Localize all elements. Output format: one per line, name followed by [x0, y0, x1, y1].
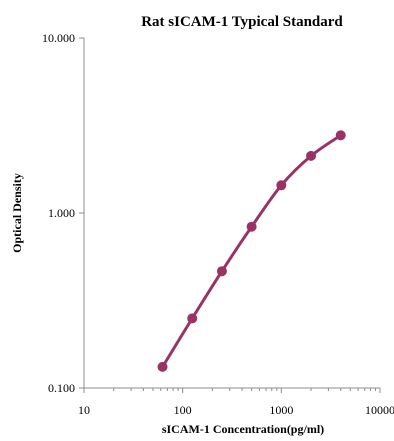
- x-tick-label: 10000: [365, 403, 394, 417]
- data-point: [306, 150, 317, 161]
- x-tick-label: 1000: [269, 403, 293, 417]
- chart-title: Rat sICAM-1 Typical Standard: [141, 14, 343, 30]
- y-axis-title: Optical Density: [10, 173, 24, 253]
- x-tick-label: 100: [174, 403, 192, 417]
- y-tick-label: 1.000: [48, 206, 75, 220]
- y-tick-label: 0.100: [48, 381, 75, 395]
- data-point: [216, 266, 227, 277]
- x-tick-label: 10: [78, 403, 90, 417]
- series-line: [161, 134, 342, 368]
- series-layer: [157, 130, 346, 372]
- data-point: [335, 130, 346, 141]
- data-point: [276, 180, 287, 191]
- ticks-layer: 10 100 1000 10000 0.100 1.000 10.000: [42, 31, 394, 417]
- y-tick-label: 10.000: [42, 31, 75, 45]
- data-point: [157, 361, 168, 372]
- data-point: [246, 221, 257, 232]
- x-axis-title: sICAM-1 Concentration(pg/ml): [162, 422, 324, 436]
- data-point: [187, 313, 198, 324]
